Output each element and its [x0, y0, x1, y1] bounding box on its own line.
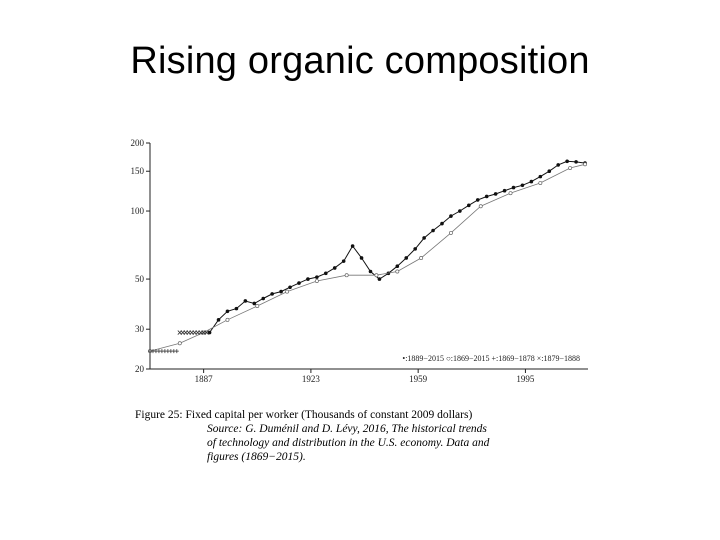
chart-axes — [149, 143, 588, 370]
y-tick-label: 150 — [131, 166, 145, 176]
y-tick-label: 200 — [131, 138, 145, 148]
source-line-3: figures (1869−2015). — [207, 451, 306, 463]
data-point — [529, 179, 534, 184]
data-point — [478, 204, 483, 209]
data-point — [314, 279, 319, 283]
x-tick-label: 1959 — [409, 374, 428, 384]
data-point — [467, 203, 471, 208]
y-tick-label: 100 — [131, 206, 145, 216]
series-layer — [148, 159, 587, 354]
data-point — [174, 349, 179, 354]
x-tick-label: 1995 — [516, 374, 535, 384]
data-point — [538, 181, 543, 185]
data-point — [395, 264, 400, 269]
source-line-1: Source: G. Duménil and D. Lévy, 2016, Th… — [207, 423, 487, 435]
data-point — [538, 174, 543, 179]
data-point — [404, 256, 409, 260]
data-point — [484, 194, 489, 199]
data-point — [440, 221, 444, 226]
y-tick-label: 50 — [135, 274, 145, 284]
data-point — [508, 191, 513, 196]
data-point — [395, 269, 400, 274]
data-point — [306, 277, 310, 281]
data-point — [315, 275, 319, 279]
data-point — [341, 259, 346, 263]
data-point — [475, 198, 480, 202]
slide-title: Rising organic composition — [130, 40, 590, 82]
data-point — [332, 266, 337, 270]
data-point — [261, 296, 266, 301]
data-point — [285, 289, 290, 294]
data-point — [568, 166, 573, 170]
data-point — [225, 309, 230, 314]
y-tick-label: 30 — [135, 324, 145, 334]
data-point — [419, 256, 424, 260]
data-point — [565, 159, 569, 164]
series-group — [207, 159, 587, 335]
data-point — [547, 169, 552, 174]
series-line — [149, 163, 586, 352]
x-tick-label: 1887 — [195, 374, 214, 384]
data-point — [252, 301, 257, 306]
series-group — [148, 349, 179, 354]
y-tick-group: 200 150 100 50 30 20 — [131, 138, 150, 374]
source-line-2: of technology and distribution in the U.… — [207, 437, 490, 449]
data-point — [297, 281, 301, 285]
data-point — [449, 214, 453, 218]
data-point — [350, 244, 355, 248]
data-point — [344, 273, 349, 278]
data-point — [216, 318, 221, 322]
data-point — [422, 236, 426, 240]
y-tick-label: 20 — [135, 364, 145, 374]
data-point — [359, 256, 364, 260]
data-point — [448, 230, 453, 235]
capital-per-worker-chart: 200 150 100 50 30 20 1887 1923 1959 1995 •:1889−… — [131, 138, 588, 384]
series-group — [177, 330, 209, 335]
data-point — [520, 183, 525, 188]
data-point — [279, 289, 283, 294]
data-point — [431, 228, 435, 233]
data-point — [323, 271, 328, 276]
data-point — [511, 185, 516, 190]
data-point — [458, 209, 462, 213]
data-point — [574, 160, 578, 164]
caption-figure-line: Figure 25: Fixed capital per worker (Tho… — [135, 408, 605, 422]
legend-entries: •:1889−2015 ○:1869−2015 +:1869−1878 ×:18… — [402, 354, 580, 363]
x-tick-label: 1923 — [302, 374, 321, 384]
data-point — [368, 269, 373, 274]
figure-caption: Figure 25: Fixed capital per worker (Tho… — [135, 408, 605, 464]
data-point — [204, 330, 209, 335]
data-point — [270, 292, 274, 296]
data-point — [288, 285, 292, 290]
x-tick-group: 1887 1923 1959 1995 — [195, 369, 535, 384]
data-point — [413, 247, 417, 251]
data-point — [255, 304, 260, 308]
figure-text: Fixed capital per worker (Thousands of c… — [185, 409, 473, 421]
data-point — [493, 192, 498, 196]
data-point — [177, 341, 182, 346]
data-point — [225, 317, 230, 322]
data-point — [243, 299, 248, 303]
data-point — [207, 330, 212, 335]
data-point — [556, 163, 561, 167]
data-point — [583, 162, 587, 167]
data-point — [377, 277, 382, 281]
data-point — [234, 306, 239, 311]
data-point — [374, 273, 379, 278]
series-group — [148, 162, 587, 354]
chart-legend: •:1889−2015 ○:1869−2015 +:1869−1878 ×:18… — [402, 354, 580, 363]
data-point — [502, 188, 507, 193]
figure-label: Figure 25: — [135, 409, 183, 421]
